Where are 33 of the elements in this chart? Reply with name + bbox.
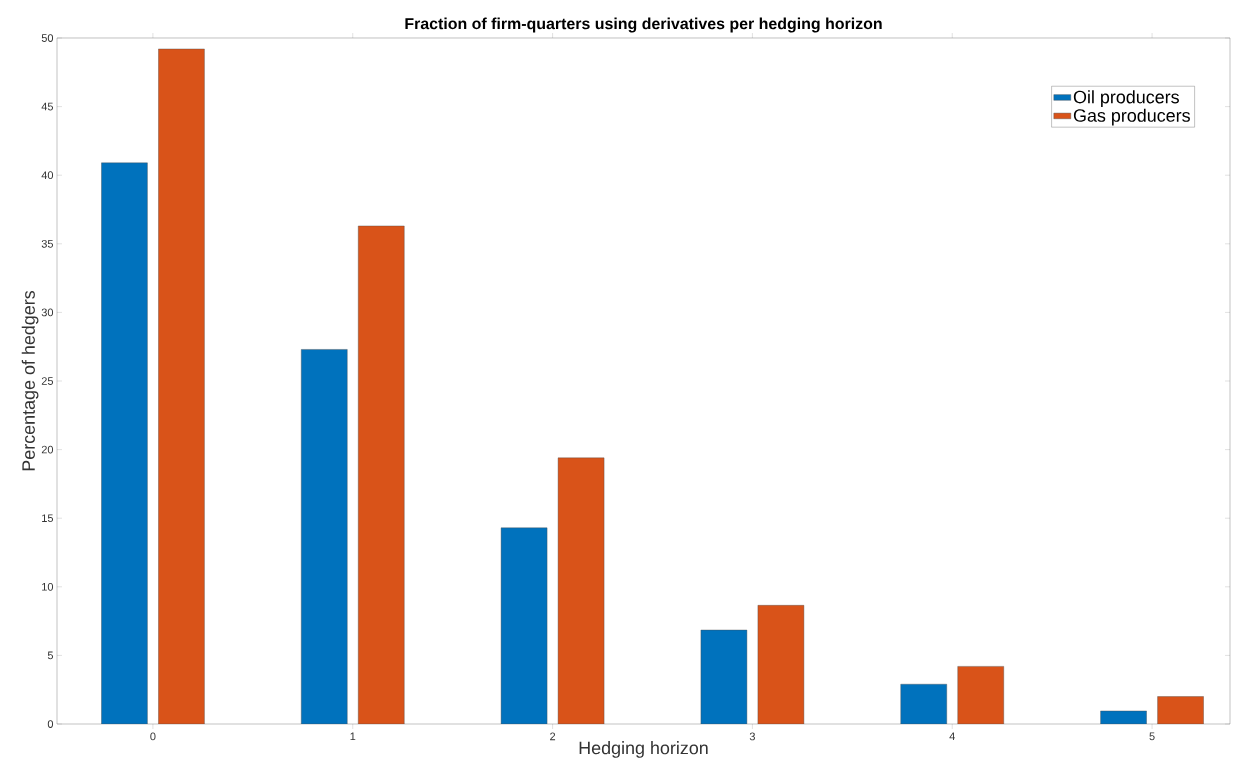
bar — [957, 666, 1004, 724]
chart-title: Fraction of firm-quarters using derivatives per hedging horizon — [405, 17, 882, 33]
legend-label: Gas producers — [1073, 108, 1190, 126]
bar — [500, 527, 548, 724]
bar — [358, 225, 405, 724]
y-tick-label: 0 — [47, 720, 54, 728]
x-tick-label: 1 — [350, 732, 356, 741]
bar — [158, 48, 205, 724]
y-tick-label: 40 — [41, 171, 54, 180]
bar — [101, 162, 148, 724]
x-tick-label: 2 — [550, 732, 556, 741]
y-tick-label: 30 — [41, 308, 54, 317]
legend-label: Oil producers — [1073, 90, 1179, 107]
bar — [757, 605, 805, 724]
y-tick-label: 45 — [41, 102, 54, 111]
y-tick-label: 20 — [41, 445, 54, 454]
x-tick-label: 0 — [150, 732, 156, 741]
x-tick-label: 4 — [949, 732, 955, 741]
bar — [700, 629, 748, 724]
y-axis-title: Percentage of hedgers — [21, 290, 39, 471]
y-tick-label: 5 — [47, 651, 54, 660]
y-tick-label: 25 — [41, 377, 54, 385]
bar — [1157, 696, 1204, 724]
x-axis-title: Hedging horizon — [579, 741, 708, 758]
x-tick-label: 3 — [749, 732, 755, 741]
bar — [301, 349, 348, 724]
y-tick-label: 50 — [41, 34, 54, 42]
bar — [557, 457, 605, 724]
bar — [900, 684, 947, 724]
y-tick-label: 35 — [41, 239, 54, 248]
y-tick-label: 10 — [42, 582, 54, 591]
y-tick-label: 15 — [42, 514, 54, 523]
x-tick-label: 5 — [1149, 732, 1155, 741]
